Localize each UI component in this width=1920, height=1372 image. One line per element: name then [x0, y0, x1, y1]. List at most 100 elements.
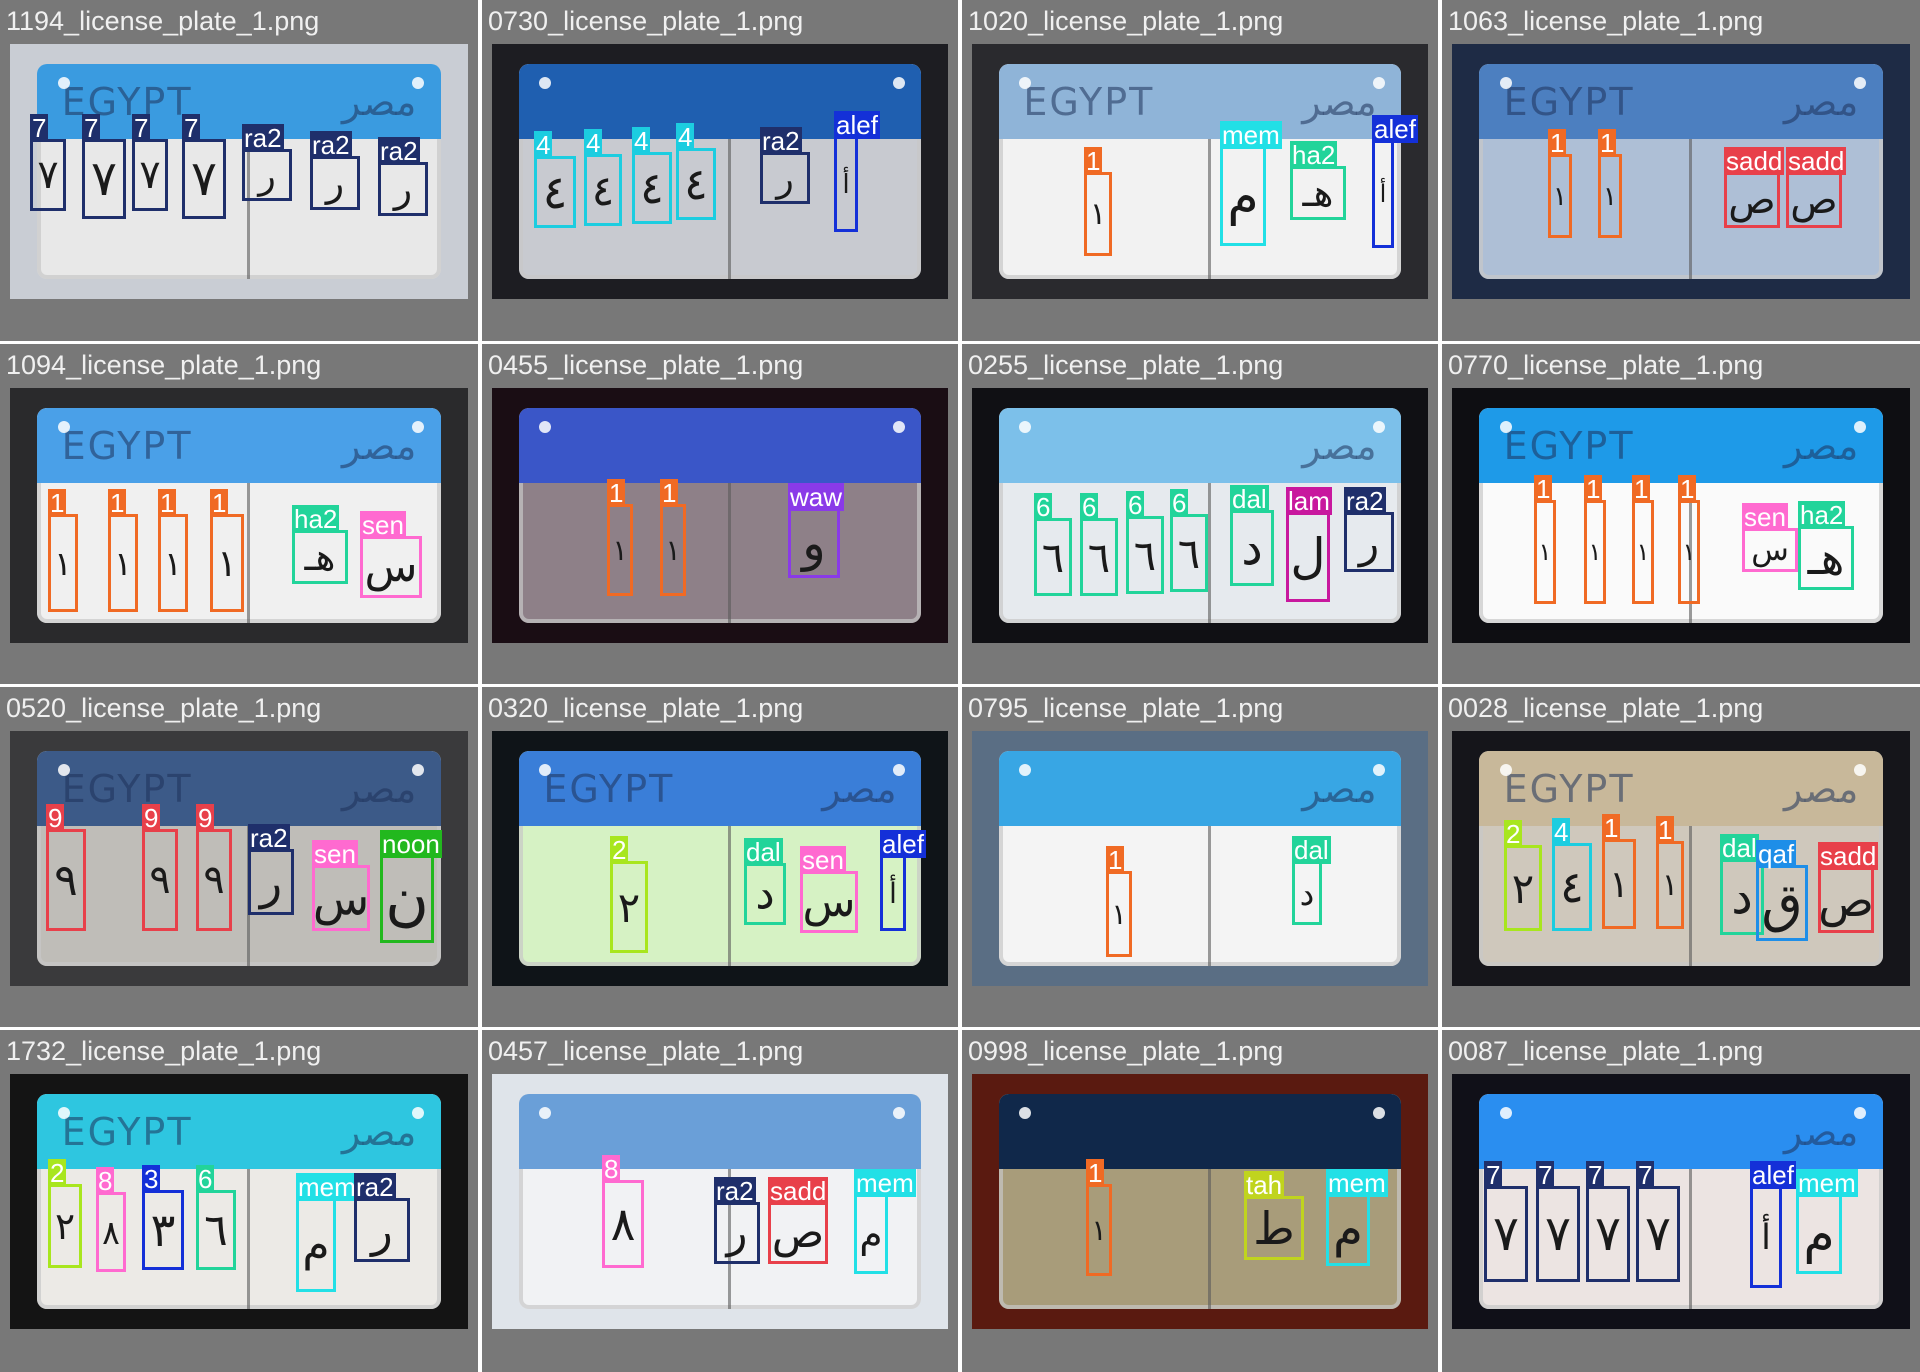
detection-box[interactable]: ل lam: [1286, 487, 1332, 602]
result-tile[interactable]: 0455_license_plate_1.png ١ 1 ١ 1 و waw: [482, 344, 958, 684]
detection-box[interactable]: هـ ha2: [292, 505, 348, 584]
detection-box[interactable]: ط tah: [1244, 1171, 1304, 1260]
detection-box[interactable]: م mem: [296, 1173, 358, 1292]
result-tile[interactable]: 1732_license_plate_1.png EGYPT مصر ٢ 2 ٨ 8 ٣ 3 ٦ 6…: [0, 1030, 478, 1372]
detection-box[interactable]: هـ ha2: [1798, 501, 1854, 590]
detection-box[interactable]: ر ra2: [242, 124, 292, 201]
detection-box[interactable]: ر ra2: [1344, 487, 1394, 572]
result-tile[interactable]: 0795_license_plate_1.png مصر ١ 1 د dal: [962, 687, 1438, 1027]
result-tile[interactable]: 0770_license_plate_1.png EGYPT مصر ١ 1 ١ 1 ١ 1 ١ 1…: [1442, 344, 1920, 684]
result-tile[interactable]: 1063_license_plate_1.png EGYPT مصر ١ 1 ١ 1 ص sad…: [1442, 0, 1920, 341]
result-tile[interactable]: 0520_license_plate_1.png EGYPT مصر ٩ 9 ٩ 9 ٩ 9 ر r…: [0, 687, 478, 1027]
detection-box[interactable]: ن noon: [380, 830, 442, 943]
detection-box[interactable]: أ alef: [1372, 115, 1418, 248]
detection-box[interactable]: ر ra2: [248, 824, 294, 915]
detection-box[interactable]: د dal: [1230, 485, 1274, 586]
detection-box[interactable]: أ alef: [834, 111, 880, 232]
detection-box[interactable]: ر ra2: [354, 1173, 410, 1262]
detection-class-label: ra2: [378, 136, 420, 166]
detection-box[interactable]: ق qaf: [1756, 840, 1808, 941]
result-tile[interactable]: 0028_license_plate_1.png EGYPT مصر ٢ 2 ٤ 4 ١ 1 ١ 1…: [1442, 687, 1920, 1027]
result-tile[interactable]: 0730_license_plate_1.png ٤ 4 ٤ 4 ٤ 4 ٤ 4 ر ra2 أ ale…: [482, 0, 958, 341]
detection-box[interactable]: س sen: [1742, 503, 1798, 572]
detection-box[interactable]: م mem: [1220, 121, 1282, 246]
detection-box[interactable]: هـ ha2: [1290, 141, 1346, 220]
detection-box[interactable]: د dal: [1292, 836, 1331, 925]
detection-class-label: 6: [196, 1164, 215, 1194]
detection-box[interactable]: أ alef: [1750, 1161, 1796, 1288]
result-tile[interactable]: 0087_license_plate_1.png مصر ٧ 7 ٧ 7 ٧ 7 ٧ 7 أ alef…: [1442, 1030, 1920, 1372]
result-tile[interactable]: 0255_license_plate_1.png مصر ٦ 6 ٦ 6 ٦ 6 ٦ 6 د dal ل…: [962, 344, 1438, 684]
plate-bolt: [539, 77, 552, 90]
result-tile[interactable]: 0457_license_plate_1.png ٨ 8 ر ra2 ص sadd م mem: [482, 1030, 958, 1372]
detection-box[interactable]: ر ra2: [378, 137, 428, 216]
detection-box[interactable]: س sen: [312, 840, 370, 931]
result-tile[interactable]: 1194_license_plate_1.png EGYPT مصر ٧ 7 ٧ 7 ٧ 7 ٧ 7…: [0, 0, 478, 341]
detection-box[interactable]: د dal: [744, 838, 786, 925]
result-tile[interactable]: 1020_license_plate_1.png EGYPT مصر ١ 1 م mem هـ…: [962, 0, 1438, 341]
result-tile[interactable]: 0998_license_plate_1.png ١ 1 ط tah م mem: [962, 1030, 1438, 1372]
detection-box[interactable]: و waw: [788, 483, 845, 578]
detection-box[interactable]: ر ra2: [714, 1177, 760, 1264]
detection-box[interactable]: ر ra2: [310, 131, 360, 210]
detection-box[interactable]: د dal: [1720, 834, 1764, 935]
detection-box[interactable]: م mem: [854, 1169, 916, 1274]
detection-box[interactable]: س sen: [360, 511, 422, 598]
detection-box[interactable]: ص sadd: [1818, 842, 1879, 933]
detection-box[interactable]: س sen: [800, 846, 858, 933]
detection-box[interactable]: أ alef: [880, 830, 926, 931]
detection-box[interactable]: م mem: [1796, 1169, 1858, 1274]
detection-box[interactable]: ص sadd: [1786, 147, 1847, 228]
detection-box[interactable]: م mem: [1326, 1169, 1388, 1266]
result-tile[interactable]: 0320_license_plate_1.png EGYPT مصر ٢ 2 د dal س s…: [482, 687, 958, 1027]
detection-box[interactable]: ص sadd: [768, 1177, 829, 1264]
detection-box[interactable]: ر ra2: [760, 127, 810, 204]
result-tile[interactable]: 1094_license_plate_1.png EGYPT مصر ١ 1 ١ 1 ١ 1 ١ 1…: [0, 344, 478, 684]
detection-box[interactable]: ص sadd: [1724, 147, 1785, 228]
